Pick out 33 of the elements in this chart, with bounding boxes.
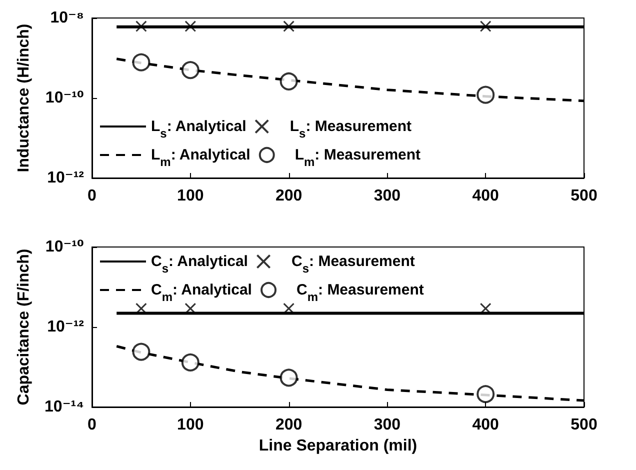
point (283, 20, 294, 32)
point (132, 342, 150, 361)
y-tick-label: 10⁻¹⁴ (44, 398, 84, 416)
point (476, 385, 495, 404)
x-tick-label: 100 (177, 188, 204, 204)
y-tick-label: 10⁻¹² (47, 318, 84, 336)
y-tick-label: 10⁻⁸ (50, 10, 84, 26)
y-tick-label: 10⁻¹⁰ (45, 90, 84, 106)
y-tick-label: 10⁻¹² (47, 170, 84, 186)
x-tick-label: 300 (374, 416, 401, 434)
point (184, 20, 196, 32)
point (480, 20, 492, 32)
x-axis-title: Line Separation (mil) (258, 437, 418, 454)
x-tick-label: 300 (374, 188, 401, 204)
x-tick-label: 100 (177, 416, 204, 434)
x-tick-label: 200 (275, 188, 302, 204)
point (280, 368, 298, 387)
point (181, 61, 200, 80)
point (280, 72, 298, 90)
point (132, 53, 150, 72)
point (136, 20, 147, 32)
point (476, 86, 495, 104)
x-tick-label: 400 (472, 416, 500, 434)
point (181, 353, 200, 372)
y-tick-label: 10⁻¹⁰ (45, 238, 84, 256)
x-tick-label: 200 (275, 416, 302, 434)
x-tick-label: 500 (570, 416, 598, 434)
y-axis-title: Inductance (H/inch) (16, 24, 32, 172)
x-tick-label: 400 (472, 188, 500, 204)
x-tick-label: 0 (88, 416, 97, 434)
y-axis-title: Capacitance (F/inch) (16, 248, 32, 406)
x-tick-label: 0 (88, 188, 97, 204)
x-tick-label: 500 (570, 188, 598, 204)
